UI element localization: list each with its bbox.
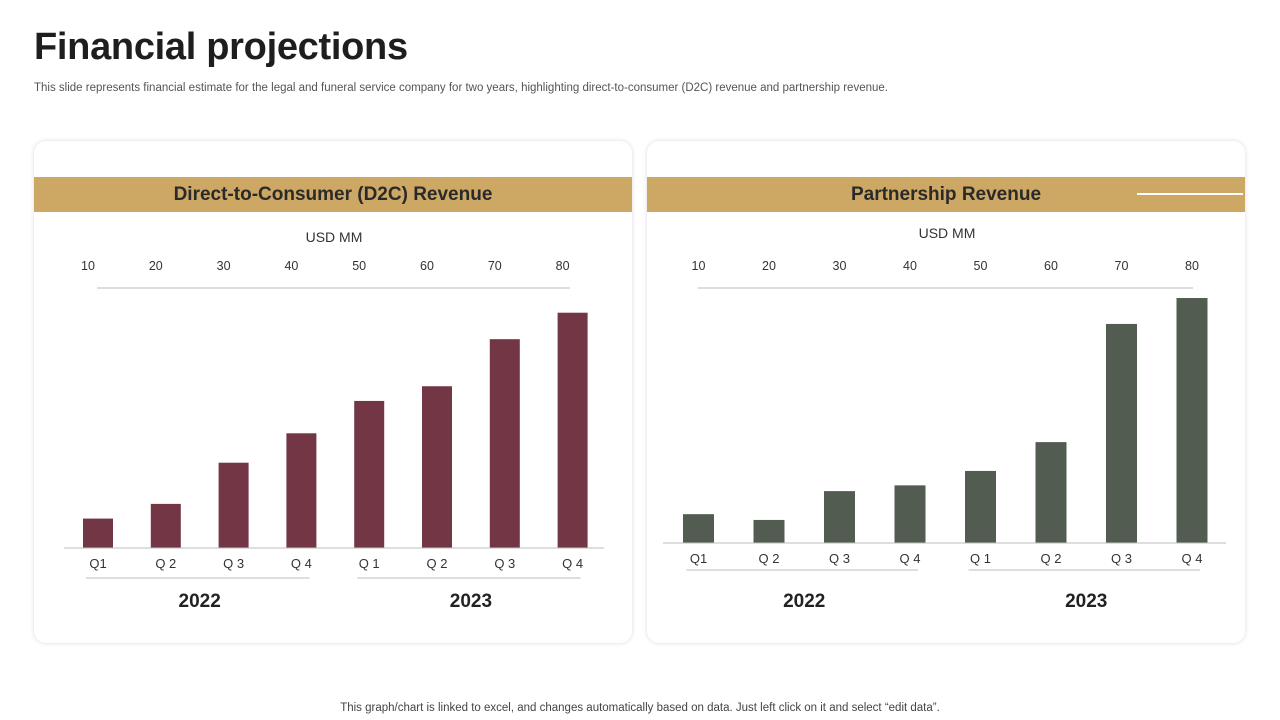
d2c-revenue-chart[interactable]: USD MM 10 20 30 40 50 60 70 80 Q1 Q 2 Q 3 Q 4 Q 1 Q 2 Q… bbox=[34, 141, 632, 643]
category-label: Q 1 bbox=[970, 551, 991, 566]
category-label: Q 3 bbox=[829, 551, 850, 566]
scale-tick-label: 40 bbox=[903, 259, 917, 273]
partnership-chart-title-text: Partnership Revenue bbox=[850, 183, 1042, 205]
year-label: 2023 bbox=[450, 591, 492, 612]
band-accent-line bbox=[1137, 193, 1243, 195]
partnership-chart-title: Partnership Revenue bbox=[647, 177, 1245, 212]
scale-tick-label: 80 bbox=[1185, 259, 1199, 273]
year-label: 2022 bbox=[783, 591, 825, 612]
year-label: 2023 bbox=[1065, 591, 1107, 612]
scale-tick-label: 70 bbox=[1115, 259, 1129, 273]
scale-tick-label: 10 bbox=[81, 259, 95, 273]
category-label: Q 3 bbox=[1111, 551, 1132, 566]
scale-tick-label: 50 bbox=[352, 259, 366, 273]
category-label: Q 4 bbox=[1182, 551, 1203, 566]
scale-tick-label: 30 bbox=[833, 259, 847, 273]
category-label: Q 4 bbox=[291, 556, 312, 571]
scale-tick-label: 60 bbox=[1044, 259, 1058, 273]
unit-label: USD MM bbox=[919, 225, 976, 241]
bar bbox=[1035, 442, 1067, 543]
bar bbox=[422, 386, 452, 548]
category-label: Q1 bbox=[89, 556, 106, 571]
scale-tick-label: 20 bbox=[762, 259, 776, 273]
bar bbox=[286, 433, 317, 548]
scale-tick-label: 50 bbox=[974, 259, 988, 273]
d2c-revenue-card: Direct-to-Consumer (D2C) Revenue USD MM 1… bbox=[34, 141, 632, 643]
bar bbox=[218, 462, 249, 548]
category-label: Q 2 bbox=[759, 551, 780, 566]
bar bbox=[753, 519, 785, 543]
scale-tick-label: 70 bbox=[488, 259, 502, 273]
bar bbox=[557, 312, 588, 548]
bar bbox=[150, 503, 181, 548]
footer-note: This graph/chart is linked to excel, and… bbox=[340, 702, 940, 714]
page-subtitle: This slide represents financial estimate… bbox=[34, 82, 888, 94]
scale-tick-label: 30 bbox=[217, 259, 231, 273]
bar bbox=[965, 470, 996, 543]
scale-tick-label: 10 bbox=[692, 259, 706, 273]
page-title: Financial projections bbox=[34, 26, 408, 68]
partnership-revenue-chart[interactable]: USD MM 10 20 30 40 50 60 70 80 Q1 Q 2 Q 3 Q 4 Q 1 Q 2 Q… bbox=[647, 141, 1245, 643]
bar bbox=[683, 514, 714, 543]
bar bbox=[894, 485, 926, 543]
d2c-chart-title: Direct-to-Consumer (D2C) Revenue bbox=[34, 177, 632, 212]
bar bbox=[1176, 298, 1208, 543]
bar bbox=[824, 491, 855, 543]
category-label: Q 1 bbox=[359, 556, 380, 571]
category-label: Q 2 bbox=[1041, 551, 1062, 566]
partnership-revenue-card: Partnership Revenue USD MM 10 20 30 40 50 60 70… bbox=[647, 141, 1245, 643]
category-label: Q 4 bbox=[900, 551, 921, 566]
category-label: Q1 bbox=[690, 551, 707, 566]
category-label: Q 3 bbox=[223, 556, 244, 571]
category-label: Q 2 bbox=[155, 556, 176, 571]
unit-label: USD MM bbox=[306, 229, 363, 245]
category-label: Q 4 bbox=[562, 556, 583, 571]
bar bbox=[354, 400, 385, 548]
year-label: 2022 bbox=[179, 591, 221, 612]
bar bbox=[83, 518, 113, 548]
scale-tick-label: 80 bbox=[556, 259, 570, 273]
scale-tick-label: 20 bbox=[149, 259, 163, 273]
bar bbox=[489, 339, 520, 548]
category-label: Q 2 bbox=[427, 556, 448, 571]
scale-tick-label: 60 bbox=[420, 259, 434, 273]
category-label: Q 3 bbox=[494, 556, 515, 571]
scale-tick-label: 40 bbox=[284, 259, 298, 273]
bar bbox=[1106, 323, 1137, 543]
